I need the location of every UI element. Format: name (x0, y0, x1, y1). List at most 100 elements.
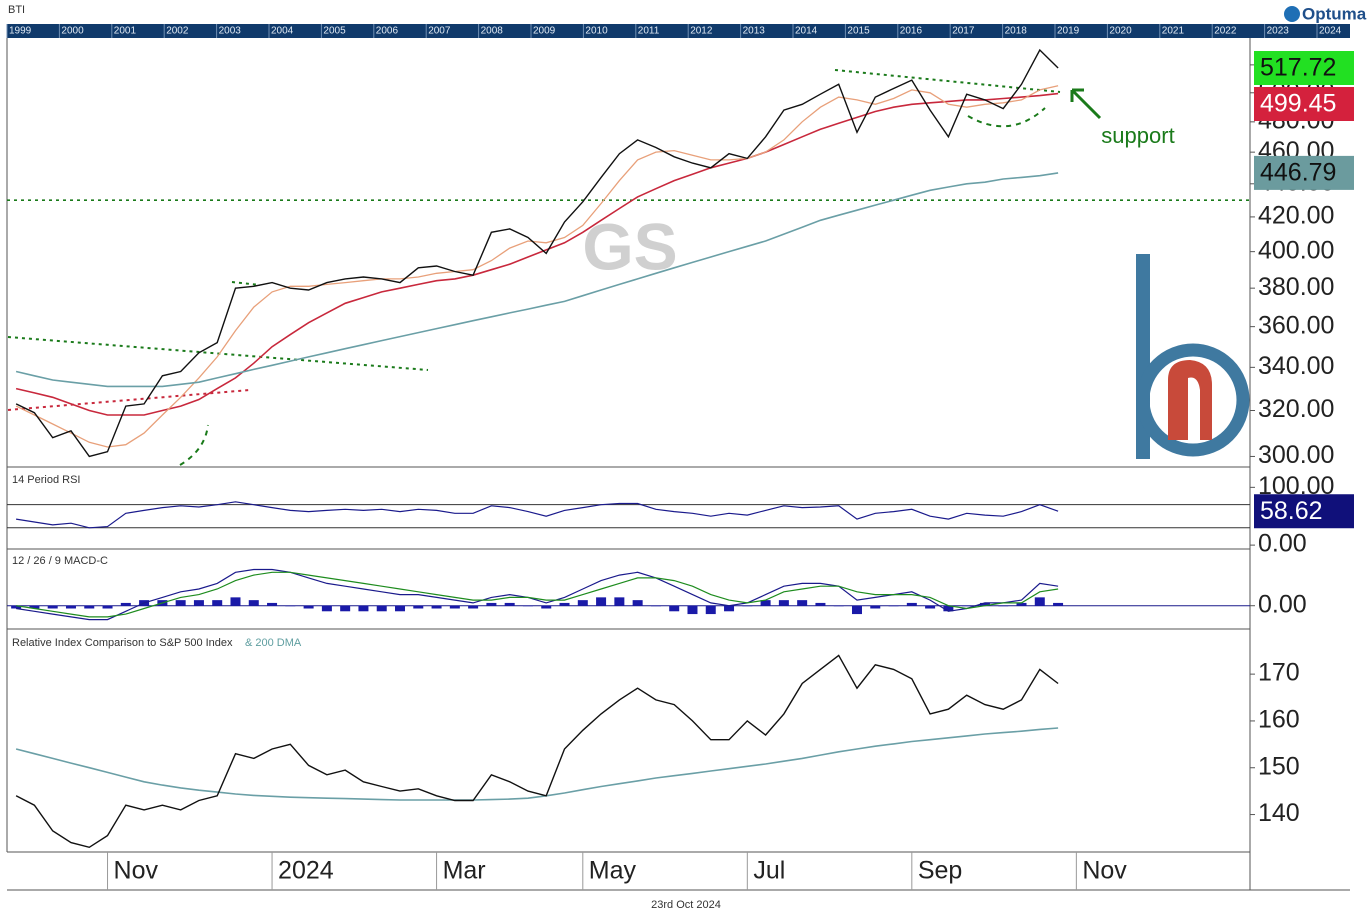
y-tick-label: 340.00 (1258, 352, 1334, 380)
histogram-bar (248, 600, 259, 606)
y-tick-label: 400.00 (1258, 236, 1334, 264)
year-label: 2009 (533, 26, 556, 37)
x-tick-label: Sep (918, 857, 962, 885)
year-label: 1999 (9, 26, 32, 37)
histogram-bar (504, 602, 515, 606)
panel-title: 14 Period RSI (12, 474, 80, 486)
histogram-bar (559, 602, 570, 606)
histogram-bar (468, 605, 479, 609)
x-tick-label: May (589, 857, 637, 885)
year-label: 2023 (1267, 26, 1290, 37)
year-label: 2012 (690, 26, 713, 37)
histogram-bar (522, 605, 533, 607)
series-line (15, 85, 1059, 448)
histogram-bar (979, 602, 990, 606)
brand: Optuma (1302, 4, 1367, 23)
histogram-bar (943, 605, 954, 612)
trendline (7, 389, 251, 411)
watermark: GS (582, 209, 677, 283)
year-label: 2019 (1057, 26, 1080, 37)
year-label: 2015 (847, 26, 870, 37)
panel-title: 12 / 26 / 9 MACD-C (12, 555, 108, 567)
histogram-bar (230, 597, 241, 606)
histogram-bar (742, 605, 753, 607)
y-tick-label: 320.00 (1258, 395, 1334, 423)
histogram-bar (1053, 602, 1064, 606)
histogram-bar (888, 605, 899, 607)
series-line (15, 654, 1059, 849)
histogram-bar (321, 605, 332, 612)
histogram-bar (449, 605, 460, 609)
year-label: 2014 (795, 26, 818, 37)
histogram-bar (358, 605, 369, 612)
value-tag (1254, 50, 1354, 85)
panel-subtitle: & 200 DMA (245, 637, 302, 649)
y-tick-label: 140 (1258, 799, 1300, 827)
histogram-bar (906, 602, 917, 606)
series-line (15, 727, 1059, 801)
year-strip (7, 24, 1350, 38)
support-arc (179, 424, 209, 466)
histogram-bar (596, 597, 607, 606)
logo (1136, 254, 1250, 459)
year-label: 2018 (1005, 26, 1028, 37)
histogram-bar (340, 605, 351, 612)
x-tick-label: Nov (114, 857, 159, 885)
value-tag-label: 58.62 (1260, 497, 1323, 525)
year-label: 2002 (166, 26, 189, 37)
histogram-bar (376, 605, 387, 612)
histogram-bar (84, 605, 95, 609)
histogram-bar (961, 605, 972, 607)
histogram-bar (632, 600, 643, 606)
y-tick-label: 150 (1258, 752, 1300, 780)
value-tag-label: 446.79 (1260, 159, 1336, 187)
year-label: 2017 (952, 26, 975, 37)
year-label: 2003 (219, 26, 242, 37)
arrow (1070, 88, 1102, 120)
series-line (16, 501, 1059, 529)
value-tag (1254, 155, 1354, 190)
year-label: 2016 (900, 26, 923, 37)
histogram-bar (925, 605, 936, 609)
year-label: 2022 (1214, 26, 1237, 37)
histogram-bar (102, 605, 113, 609)
histogram-bar (833, 605, 844, 607)
trendlines (7, 69, 1102, 466)
histogram-bar (614, 597, 625, 606)
year-label: 2011 (638, 26, 660, 37)
year-label: 2004 (271, 26, 294, 37)
annotation: support (1101, 123, 1174, 148)
y-tick-label: 170 (1258, 659, 1300, 687)
series-line (15, 92, 1059, 416)
year-label: 2005 (323, 26, 346, 37)
histogram-bar (577, 600, 588, 606)
y-tick-label: 420.00 (1258, 202, 1334, 230)
histogram-bar (11, 605, 22, 609)
histogram-bar (47, 605, 58, 609)
histogram-bar (815, 602, 826, 606)
symbol: BTI (8, 4, 25, 16)
logo-bowl (1136, 343, 1250, 457)
year-label: 2010 (585, 26, 608, 37)
histogram-bar (65, 605, 76, 609)
histogram-bar (175, 600, 186, 606)
histogram-bar (687, 605, 698, 615)
histogram-bar (303, 605, 314, 609)
y-tick-label: 160 (1258, 706, 1300, 734)
x-tick-label: 2024 (278, 857, 334, 885)
year-label: 2007 (428, 26, 451, 37)
y-tick-label: 380.00 (1258, 273, 1334, 301)
y-tick-label: 300.00 (1258, 441, 1334, 469)
histogram-bar (669, 605, 680, 612)
year-label: 2000 (61, 26, 84, 37)
y-tick-label: 360.00 (1258, 311, 1334, 339)
x-tick-label: Mar (443, 857, 486, 885)
histogram-bar (998, 605, 1009, 607)
histogram-bar (870, 605, 881, 609)
x-tick-label: Nov (1082, 857, 1127, 885)
support-arc (967, 107, 1046, 128)
histogram-bar (120, 602, 131, 606)
footer-date: 23rd Oct 2024 (651, 899, 721, 911)
year-label: 2021 (1162, 26, 1185, 37)
